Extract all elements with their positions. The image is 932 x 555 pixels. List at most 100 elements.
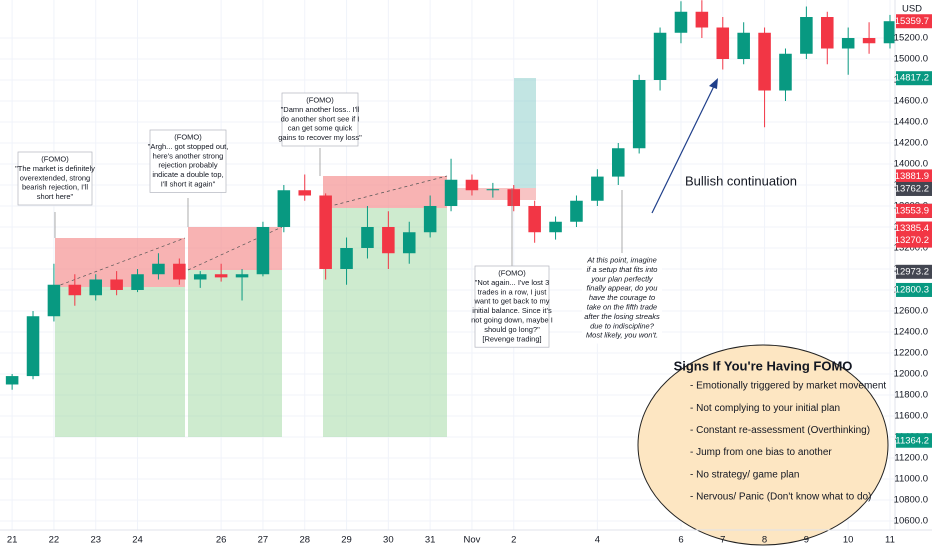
candle-body bbox=[402, 232, 416, 254]
price-label-bg bbox=[896, 71, 932, 86]
x-tick-label: 22 bbox=[49, 535, 60, 546]
y-tick-label: 12400.0 bbox=[894, 327, 928, 338]
candle-body bbox=[528, 205, 541, 233]
candle-body bbox=[507, 189, 521, 206]
x-tick-label: 31 bbox=[425, 535, 436, 546]
note-line: after the losing streaks bbox=[584, 312, 660, 321]
note-line: bearish rejection, I'll bbox=[22, 183, 88, 192]
y-tick-label: 14600.0 bbox=[894, 96, 928, 107]
candle-body bbox=[486, 189, 500, 191]
candle-body bbox=[758, 32, 771, 91]
note-line: "The market is definitely bbox=[15, 164, 95, 173]
annotation: Bullish continuation bbox=[685, 173, 797, 188]
candle-body bbox=[611, 148, 625, 177]
note-line: (FOMO) bbox=[174, 132, 202, 141]
price-label: 15359.7 bbox=[895, 16, 929, 27]
y-tick-label: 11200.0 bbox=[894, 452, 928, 463]
x-tick-label: 27 bbox=[258, 535, 269, 546]
note-line: rejection probably bbox=[158, 161, 217, 170]
note-line: (FOMO) bbox=[498, 268, 526, 277]
note-line: trades in a row, I just bbox=[478, 287, 548, 296]
price-label-bg bbox=[896, 264, 932, 279]
candle-body bbox=[173, 263, 186, 280]
candle-body bbox=[5, 376, 19, 385]
price-label: 12973.2 bbox=[895, 266, 929, 277]
candle-body bbox=[68, 284, 82, 296]
price-label: 13385.4 bbox=[895, 223, 929, 234]
note-line: here's another strong bbox=[153, 151, 224, 160]
candle-body bbox=[235, 274, 249, 278]
fomo-item: - Not complying to your initial plan bbox=[690, 403, 840, 414]
fomo-item: - Emotionally triggered by market moveme… bbox=[690, 381, 886, 392]
profit-zone bbox=[188, 270, 282, 437]
candle-body bbox=[632, 80, 646, 149]
y-tick-label: 14000.0 bbox=[894, 159, 928, 170]
candle-body bbox=[841, 38, 855, 49]
price-label: 13553.9 bbox=[895, 205, 929, 216]
note-line: indicate a double top, bbox=[152, 170, 223, 179]
x-tick-label: 2 bbox=[511, 535, 516, 546]
note-line: do another short see if I bbox=[281, 114, 360, 123]
y-tick-label: 11600.0 bbox=[894, 410, 928, 421]
candle-body bbox=[298, 190, 312, 196]
candle-body bbox=[319, 195, 332, 269]
note-line: (FOMO) bbox=[306, 95, 334, 104]
note-line: can get some quick bbox=[288, 124, 353, 133]
x-tick-label: 26 bbox=[216, 535, 227, 546]
x-tick-label: Nov bbox=[464, 535, 481, 546]
y-tick-label: 11000.0 bbox=[894, 473, 928, 484]
note-line: [Revenge trading] bbox=[482, 334, 541, 343]
candle-body bbox=[214, 274, 228, 278]
fomo-ellipse bbox=[637, 344, 889, 546]
x-tick-label: 29 bbox=[341, 535, 352, 546]
price-label-bg bbox=[896, 233, 932, 248]
candle-body bbox=[89, 279, 102, 296]
note-line: Most likely, you won't. bbox=[586, 331, 658, 340]
x-tick-label: 23 bbox=[90, 535, 101, 546]
note-line: "Damn another loss.. I'll bbox=[281, 105, 360, 114]
profit-zone bbox=[514, 78, 536, 188]
price-label-bg bbox=[896, 14, 932, 29]
note-line: (FOMO) bbox=[41, 154, 69, 163]
y-tick-label: 14200.0 bbox=[894, 138, 928, 149]
y-tick-label: 10800.0 bbox=[894, 494, 928, 505]
y-tick-label: 11800.0 bbox=[894, 389, 928, 400]
note-line: At this point, imagine bbox=[586, 255, 657, 264]
note-line: have the courage to bbox=[589, 293, 655, 302]
note-box bbox=[17, 151, 93, 206]
candle-body bbox=[256, 226, 270, 275]
arrow bbox=[651, 81, 717, 214]
connectors bbox=[54, 148, 623, 266]
candle-body bbox=[883, 21, 897, 44]
candle-body bbox=[653, 32, 667, 81]
x-tick-label: 4 bbox=[595, 535, 600, 546]
candle-body bbox=[674, 11, 688, 33]
y-tick-label: 15200.0 bbox=[894, 33, 928, 44]
trade-line bbox=[54, 237, 186, 288]
candle-body bbox=[340, 247, 353, 269]
note-box bbox=[582, 253, 662, 344]
note-line: due to indiscipline? bbox=[590, 321, 655, 330]
note-line: initial balance. Since it's bbox=[472, 306, 552, 315]
candle-body bbox=[591, 176, 604, 201]
note-line: want to get back to my bbox=[473, 297, 549, 306]
note-line: "Argh... got stopped out, bbox=[148, 142, 229, 151]
y-tick-label: 12600.0 bbox=[894, 306, 928, 317]
note-line: I'll short it again" bbox=[161, 179, 216, 188]
candle-body bbox=[737, 32, 750, 60]
x-tick-label: 28 bbox=[299, 535, 310, 546]
profit-zone bbox=[55, 287, 185, 437]
candle-body bbox=[131, 274, 144, 290]
fomo-item: - Nervous/ Panic (Don't know what to do) bbox=[690, 492, 871, 503]
candle-body bbox=[361, 226, 374, 248]
note-box bbox=[281, 92, 359, 147]
note-line: your plan perfectly bbox=[590, 274, 654, 283]
y-tick-label: 12200.0 bbox=[894, 347, 928, 358]
loss-zone bbox=[323, 176, 447, 208]
note-line: finally appear, do you bbox=[587, 284, 659, 293]
y-tick-label: 10600.0 bbox=[894, 515, 928, 526]
fomo-item: - Constant re-assessment (Overthinking) bbox=[690, 425, 870, 436]
x-tick-label: 24 bbox=[132, 535, 143, 546]
candle-body bbox=[570, 200, 583, 222]
x-tick-label: 11 bbox=[885, 535, 895, 546]
